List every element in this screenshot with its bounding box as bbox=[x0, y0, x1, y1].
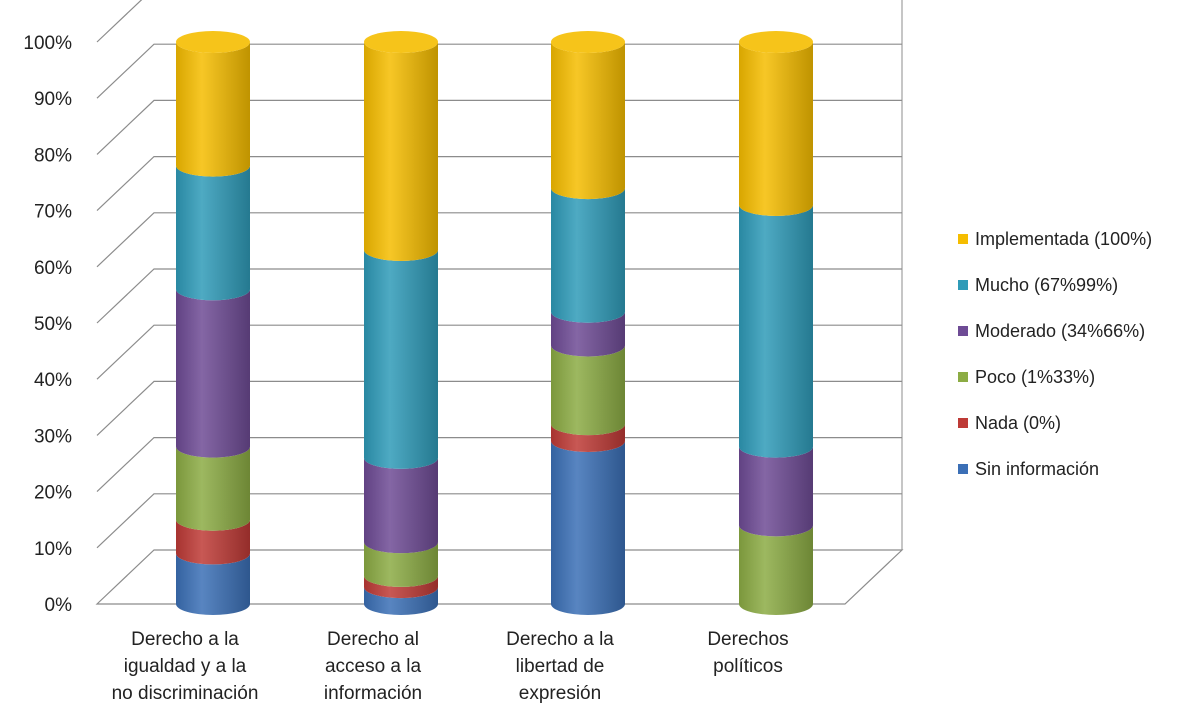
y-tick-label: 100% bbox=[23, 33, 72, 54]
legend-item: Nada (0%) bbox=[958, 413, 1061, 433]
y-tick-label: 70% bbox=[34, 202, 72, 223]
y-tick-label: 40% bbox=[34, 370, 72, 391]
bar-segment bbox=[551, 441, 625, 615]
gridline bbox=[96, 212, 902, 268]
category-label: Derecho al acceso a la información bbox=[324, 629, 422, 704]
bar-segment bbox=[364, 587, 438, 615]
gridline bbox=[96, 493, 902, 549]
gridline bbox=[96, 380, 902, 436]
bar-segment bbox=[176, 165, 250, 301]
bar-segment bbox=[739, 42, 813, 216]
legend-item: Poco (1%33%) bbox=[958, 367, 1095, 387]
legend-label: Nada (0%) bbox=[975, 413, 1061, 433]
category-labels: Derecho a la igualdad y a la no discrimina… bbox=[112, 629, 789, 704]
legend-item: Moderado (34%66%) bbox=[958, 321, 1145, 341]
bar-stack bbox=[551, 31, 625, 615]
gridline bbox=[96, 437, 902, 493]
y-tick-label: 50% bbox=[34, 314, 72, 335]
bar-stack bbox=[176, 31, 250, 615]
legend-swatch bbox=[958, 464, 968, 474]
legend-item: Mucho (67%99%) bbox=[958, 275, 1118, 295]
bar-segment bbox=[364, 249, 438, 469]
bar-stack bbox=[739, 31, 813, 615]
bar-segment bbox=[551, 424, 625, 453]
gridline bbox=[96, 268, 902, 324]
legend-label: Poco (1%33%) bbox=[975, 367, 1095, 387]
y-tick-label: 90% bbox=[34, 89, 72, 110]
bar-segment bbox=[551, 42, 625, 200]
bar-segment bbox=[551, 188, 625, 323]
legend-swatch bbox=[958, 326, 968, 336]
bar-segment bbox=[551, 345, 625, 436]
y-tick-label: 0% bbox=[45, 595, 73, 616]
bar-top-cap bbox=[364, 31, 438, 53]
y-axis-ticks: 0% 10% 20% 30% 40% 50% 60% 70% 80% 90% 100% bbox=[23, 33, 72, 616]
legend-swatch bbox=[958, 418, 968, 428]
legend: Implementada (100%) Mucho (67%99%) Moderad… bbox=[958, 229, 1152, 479]
bar-segment bbox=[176, 289, 250, 458]
bar-segment bbox=[176, 553, 250, 615]
legend-swatch bbox=[958, 372, 968, 382]
category-label: Derecho a la igualdad y a la no discrimina… bbox=[112, 629, 259, 704]
gridline bbox=[96, 324, 902, 380]
bar-segment bbox=[551, 311, 625, 357]
bar-stack bbox=[364, 31, 438, 615]
bar-segment bbox=[176, 42, 250, 177]
bar-top-cap bbox=[551, 31, 625, 53]
y-tick-label: 30% bbox=[34, 426, 72, 447]
legend-item: Implementada (100%) bbox=[958, 229, 1152, 249]
bar-top-cap bbox=[176, 31, 250, 53]
bar-segment bbox=[364, 42, 438, 261]
bar-segment bbox=[364, 575, 438, 599]
gridline bbox=[96, 0, 143, 43]
legend-label: Mucho (67%99%) bbox=[975, 275, 1118, 295]
y-tick-label: 60% bbox=[34, 258, 72, 279]
gridline bbox=[96, 99, 902, 155]
legend-label: Moderado (34%66%) bbox=[975, 321, 1145, 341]
legend-item: Sin información bbox=[958, 459, 1099, 479]
legend-label: Implementada (100%) bbox=[975, 229, 1152, 249]
y-tick-label: 10% bbox=[34, 539, 72, 560]
y-tick-label: 20% bbox=[34, 483, 72, 504]
category-label: Derecho a la libertad de expresión bbox=[506, 629, 614, 704]
bar-segment bbox=[739, 446, 813, 537]
y-tick-label: 80% bbox=[34, 145, 72, 166]
gridline bbox=[96, 43, 902, 99]
bars-layer bbox=[176, 31, 813, 615]
bar-segment bbox=[364, 457, 438, 554]
category-label: Derechos políticos bbox=[707, 629, 788, 677]
legend-label: Sin información bbox=[975, 459, 1099, 479]
legend-swatch bbox=[958, 234, 968, 244]
bar-top-cap bbox=[739, 31, 813, 53]
bar-segment bbox=[739, 204, 813, 458]
bar-segment bbox=[739, 525, 813, 615]
gridline bbox=[96, 156, 902, 212]
bar-segment bbox=[176, 446, 250, 531]
legend-swatch bbox=[958, 280, 968, 290]
grid-layer bbox=[95, 0, 904, 605]
bar-segment bbox=[176, 519, 250, 565]
bar-segment bbox=[364, 542, 438, 587]
